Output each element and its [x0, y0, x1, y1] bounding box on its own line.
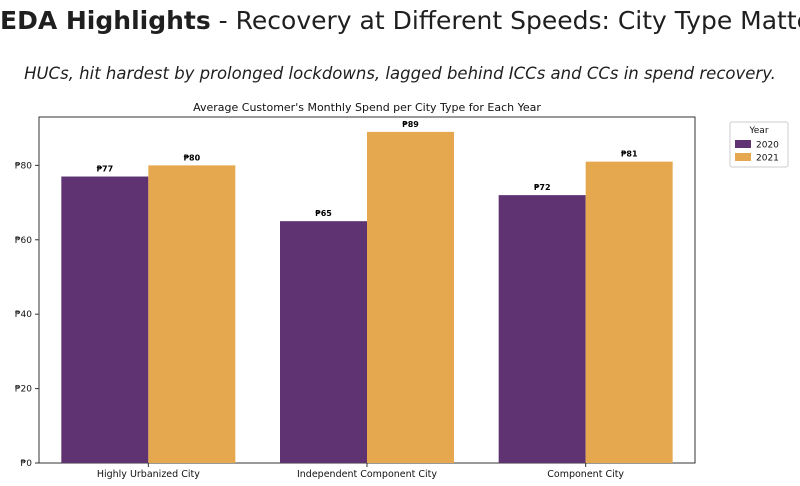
x-tick-label: Independent Component City: [297, 469, 437, 480]
y-tick-label: ₱0: [21, 459, 33, 469]
bar-2020-2: [498, 195, 586, 463]
chart-title: Average Customer's Monthly Spend per Cit…: [193, 101, 541, 114]
x-tick-label: Highly Urbanized City: [97, 469, 200, 480]
data-label: ₱89: [402, 120, 419, 129]
data-label: ₱77: [96, 165, 113, 174]
bar-2021-2: [585, 161, 673, 464]
data-label: ₱65: [315, 209, 332, 218]
legend-swatch-2021: [735, 153, 751, 161]
x-tick-label: Component City: [547, 469, 624, 480]
page-title-rest: - Recovery at Different Speeds: City Typ…: [210, 6, 800, 35]
page-title-bold: EDA Highlights: [0, 6, 211, 35]
y-tick-label: ₱40: [15, 310, 32, 320]
y-tick-label: ₱60: [15, 236, 32, 246]
legend-swatch-2020: [735, 140, 751, 148]
bar-2021-0: [148, 165, 236, 463]
y-tick-label: ₱20: [15, 385, 32, 395]
data-label: ₱81: [621, 150, 638, 159]
bar-2020-0: [61, 176, 149, 463]
page-title: EDA Highlights - Recovery at Different S…: [0, 6, 800, 35]
page-subtitle: HUCs, hit hardest by prolonged lockdowns…: [24, 64, 776, 83]
bar-2020-1: [280, 221, 367, 463]
legend: Year 2020 2021: [729, 121, 789, 168]
bar-2021-1: [367, 131, 454, 463]
legend-label-2021: 2021: [756, 154, 779, 164]
legend-title: Year: [748, 126, 768, 136]
y-tick-label: ₱80: [15, 161, 32, 171]
legend-label-2020: 2020: [756, 141, 779, 151]
data-label: ₱80: [183, 153, 200, 162]
data-label: ₱72: [534, 183, 551, 192]
